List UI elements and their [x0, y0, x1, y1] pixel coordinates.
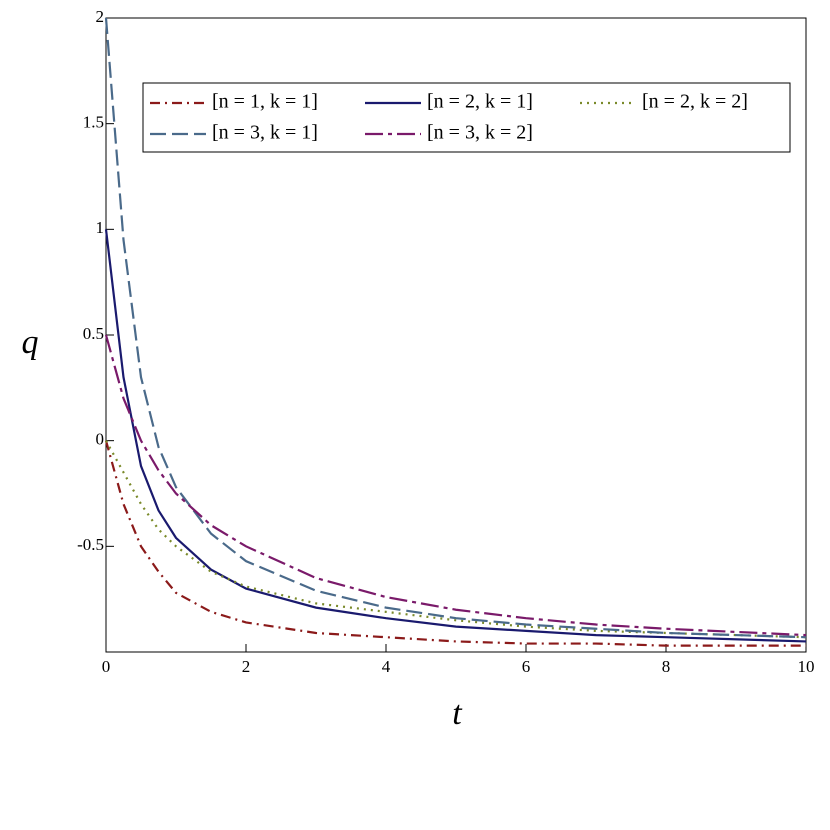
legend-label: [n = 3, k = 1]: [212, 122, 318, 144]
series-line: [104, 440, 806, 647]
x-tick-label: 10: [798, 657, 815, 676]
legend-label: [n = 1, k = 1]: [212, 91, 318, 113]
y-tick-label: 0: [96, 430, 105, 449]
y-tick-label: 0.5: [83, 324, 104, 343]
x-tick-label: 4: [382, 657, 391, 676]
series-line: [104, 17, 807, 639]
series-line: [105, 440, 807, 639]
y-axis-label: q: [22, 324, 39, 361]
legend-label: [n = 2, k = 2]: [642, 91, 748, 113]
y-tick-label: 2: [96, 7, 105, 26]
legend-label: [n = 3, k = 2]: [427, 122, 533, 144]
series-line: [104, 229, 807, 643]
y-tick-label: 1: [96, 218, 105, 237]
x-tick-label: 0: [102, 657, 111, 676]
x-tick-label: 6: [522, 657, 531, 676]
y-tick-label: -0.5: [77, 535, 104, 554]
x-tick-label: 8: [662, 657, 671, 676]
y-tick-label: 1.5: [83, 113, 104, 132]
legend-label: [n = 2, k = 1]: [427, 91, 533, 113]
series-line: [104, 334, 807, 637]
legend: [n = 1, k = 1] [n = 2, k = 1] [n = 2, k = …: [142, 82, 791, 153]
x-axis-label: t: [452, 695, 463, 732]
x-tick-label: 2: [242, 657, 251, 676]
legend-box: [142, 82, 791, 153]
